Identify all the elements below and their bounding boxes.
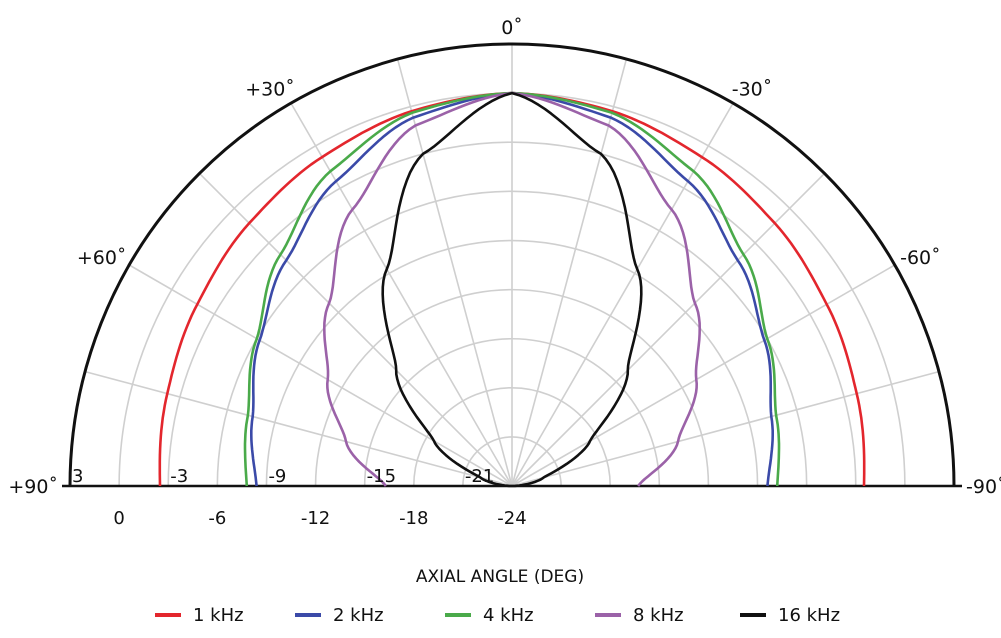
grid-spoke — [128, 264, 513, 487]
below-radial-ticks: 0 -6 -12 -18 -24 — [113, 508, 526, 529]
x-axis-label: AXIAL ANGLE (DEG) — [416, 567, 584, 587]
grid-spoke — [198, 172, 513, 487]
grid-spoke — [511, 264, 896, 487]
legend-label: 1 kHz — [193, 605, 244, 626]
angle-label: -60˚ — [900, 247, 941, 269]
grid-spoke — [84, 370, 513, 487]
grid-spoke — [511, 102, 734, 487]
legend-label: 8 kHz — [633, 605, 684, 626]
angle-label: 0˚ — [501, 17, 523, 39]
angle-label: +90˚ — [8, 476, 58, 498]
angle-labels: 0˚ +30˚ -30˚ +60˚ -60˚ +90˚ -90˚ — [8, 17, 1001, 498]
grid-spoke — [511, 58, 628, 487]
angle-label: +60˚ — [77, 247, 127, 269]
angle-label: -30˚ — [732, 79, 773, 101]
inner-tick-label: -21 — [465, 466, 494, 487]
series-curve-16khz — [381, 91, 643, 488]
below-tick-label: -24 — [497, 508, 526, 529]
outer-arc — [68, 42, 956, 487]
below-tick-label: -12 — [301, 508, 330, 529]
below-tick-label: 0 — [113, 508, 124, 529]
grid-spoke — [511, 370, 940, 487]
inner-radial-ticks: 3 -3 -9 -15 -21 — [72, 466, 494, 487]
inner-tick-label: -3 — [170, 466, 188, 487]
angle-label: -90˚ — [966, 476, 1001, 498]
grid-spoke — [511, 172, 826, 487]
inner-tick-label: -9 — [268, 466, 286, 487]
below-tick-label: -6 — [208, 508, 226, 529]
inner-tick-label: 3 — [72, 466, 83, 487]
below-tick-label: -18 — [399, 508, 428, 529]
legend-label: 16 kHz — [778, 605, 840, 626]
legend-label: 2 kHz — [333, 605, 384, 626]
legend-label: 4 kHz — [483, 605, 534, 626]
series-curves — [158, 91, 866, 488]
grid-spoke — [396, 58, 513, 487]
legend: 1 kHz 2 kHz 4 kHz 8 kHz 16 kHz — [155, 605, 840, 626]
grid-spoke — [290, 102, 513, 487]
angle-label: +30˚ — [245, 79, 295, 101]
inner-tick-label: -15 — [367, 466, 396, 487]
polar-grid — [84, 44, 940, 487]
